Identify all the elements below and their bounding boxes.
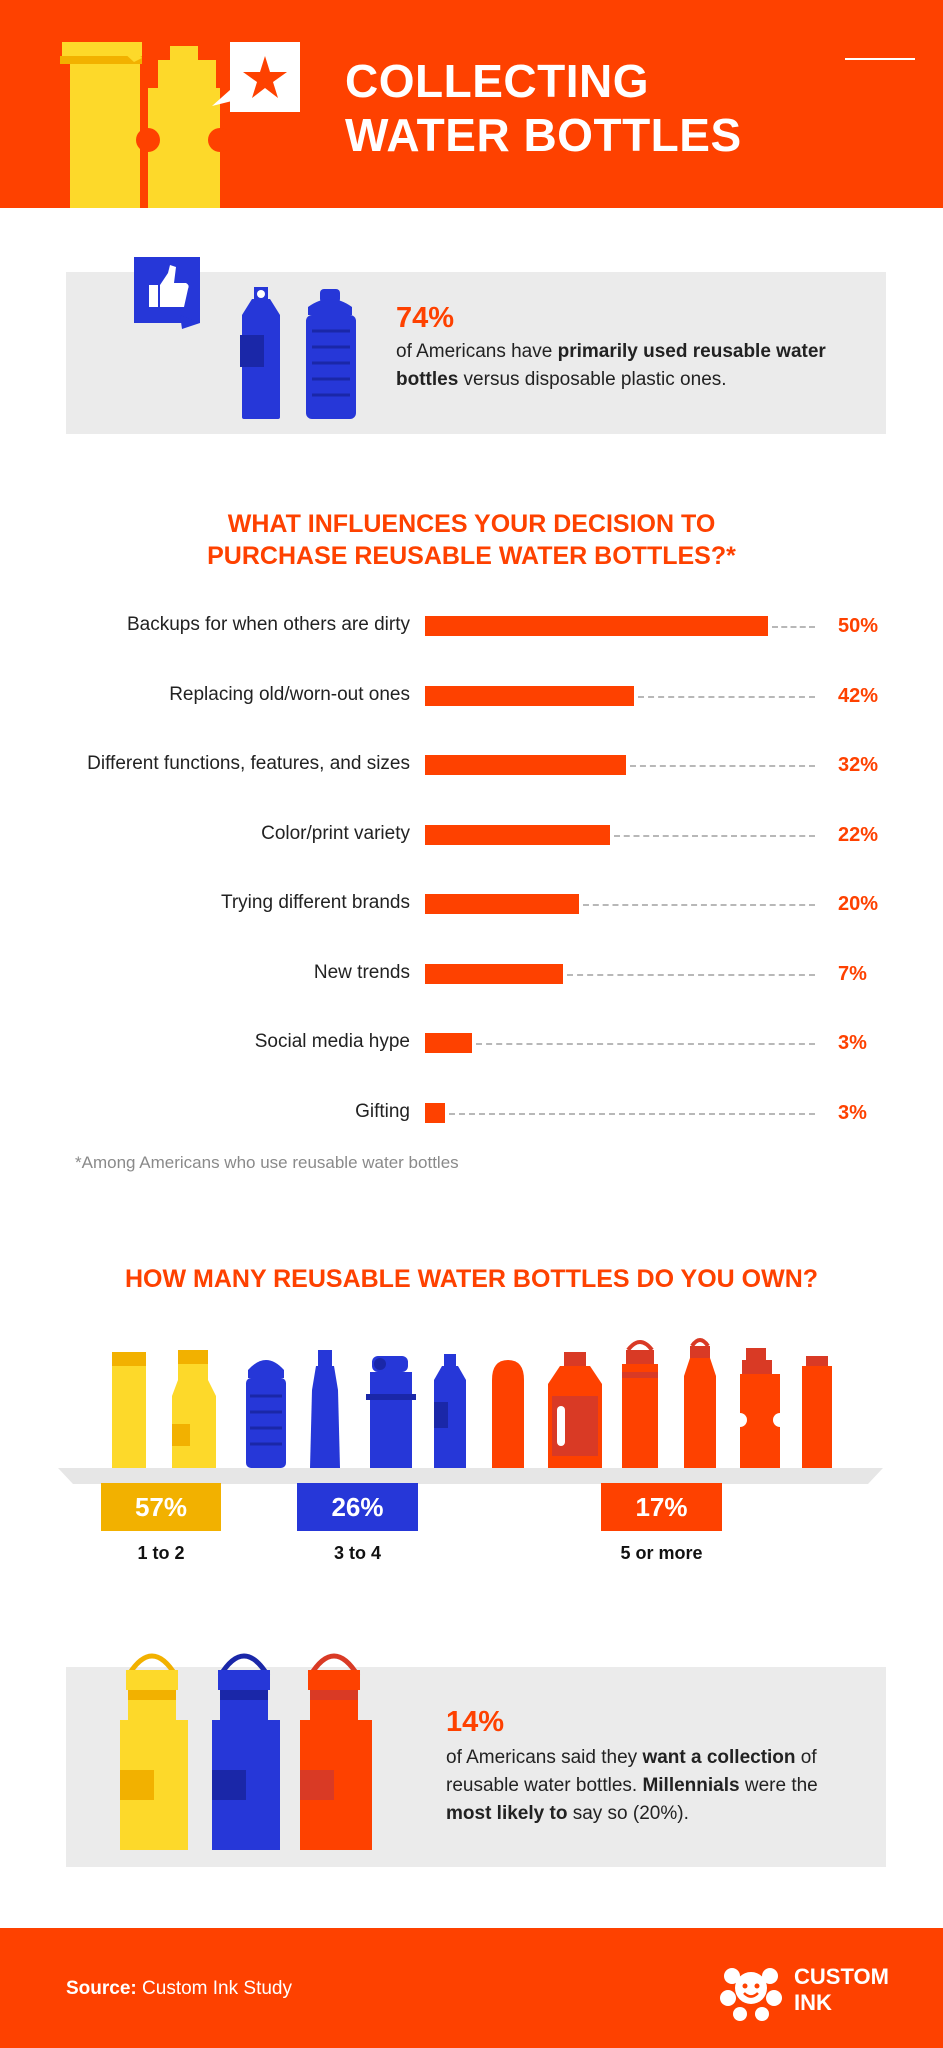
collection-bottles-illustration	[120, 1653, 372, 1850]
stat-text-bold: primarily used reusable water bottles	[396, 341, 826, 390]
bar-value-label: 32%	[838, 754, 879, 776]
footer: Source: Custom Ink Study CUSTOM INK	[0, 1928, 943, 2048]
header-banner: COLLECTING WATER BOTTLES	[0, 0, 943, 208]
bar-leader-line	[614, 834, 815, 837]
bar-leader-line	[476, 1043, 815, 1045]
bar	[425, 685, 634, 706]
bar-value-label: 7%	[838, 962, 867, 985]
bar-row: Trying different brands 20%	[0, 884, 943, 924]
ownership-range-label: 3 to 4	[333, 1543, 381, 1563]
title-line-2: WATER BOTTLES	[345, 109, 742, 161]
stat-text: say so (20%).	[567, 1803, 689, 1824]
influences-title: WHAT INFLUENCES YOUR DECISION TO PURCHAS…	[0, 508, 943, 572]
stat-percent-14: 14%	[446, 1706, 505, 1738]
influences-title-line-1: WHAT INFLUENCES YOUR DECISION TO	[227, 510, 716, 538]
source-label: Source:	[66, 1978, 137, 1999]
stat-text-bold: most likely to	[446, 1803, 568, 1824]
stat-description-14: of Americans said they want a collection…	[446, 1744, 856, 1828]
bar-value-label: 20%	[838, 893, 879, 915]
bar-value-label: 50%	[838, 615, 879, 637]
bar-value-label: 3%	[838, 1101, 867, 1124]
stat-panel-collection	[66, 1667, 886, 1867]
stat-percent-74: 74%	[396, 302, 455, 334]
bar	[425, 1033, 472, 1053]
bar-label: Replacing old/worn-out ones	[169, 683, 410, 705]
logo-wordmark: CUSTOM INK	[794, 1964, 889, 2016]
bar-label: Trying different brands	[220, 892, 410, 913]
bar-label: New trends	[313, 961, 410, 983]
bar-value-label: 3%	[838, 1032, 867, 1054]
stat-text-bold: want a collection	[642, 1747, 796, 1768]
bar-value-label: 22%	[838, 823, 879, 846]
bar-leader-line	[630, 765, 815, 767]
bar-row: New trends 7%	[0, 954, 943, 994]
custom-ink-logo-icon	[720, 1968, 782, 2021]
logo-line-1: CUSTOM	[794, 1964, 889, 1989]
bottle-collection-shelf-illustration	[58, 1338, 883, 1484]
bar-label: Gifting	[355, 1100, 410, 1122]
bar-leader-line	[567, 973, 815, 976]
bar-leader-line	[449, 1112, 815, 1115]
ownership-range-label: 1 to 2	[137, 1543, 185, 1563]
stat-text-bold: Millennials	[642, 1775, 740, 1796]
bar	[425, 1102, 445, 1123]
page-title: COLLECTING WATER BOTTLES	[345, 54, 742, 162]
bar-row: Replacing old/worn-out ones 42%	[0, 676, 943, 716]
bar-leader-line	[638, 695, 815, 698]
bar-row: Different functions, features, and sizes…	[0, 745, 943, 785]
ownership-percent-badge: 17%	[601, 1483, 722, 1531]
bar-row: Color/print variety 22%	[0, 815, 943, 855]
bar	[425, 616, 768, 636]
stat-text: of reusable water bottles.	[446, 1747, 817, 1796]
bar-row: Gifting 3%	[0, 1093, 943, 1133]
water-bottles-illustration	[60, 42, 300, 208]
ownership-percent-badge: 26%	[297, 1483, 418, 1531]
ownership-title: HOW MANY REUSABLE WATER BOTTLES DO YOU O…	[124, 1265, 819, 1293]
ownership-percent-badge: 57%	[101, 1483, 221, 1531]
source-credit: Source: Custom Ink Study	[66, 1978, 292, 2000]
influences-footnote: *Among Americans who use reusable water …	[75, 1153, 459, 1172]
bar-leader-line	[772, 626, 815, 628]
thumbs-up-bottles-illustration	[134, 257, 356, 419]
bar	[425, 894, 579, 914]
bar-label: Different functions, features, and sizes	[87, 753, 410, 774]
bar-value-label: 42%	[838, 684, 879, 707]
stat-text: of Americans have	[396, 341, 558, 362]
bar-leader-line	[583, 904, 815, 906]
source-text: Custom Ink Study	[136, 1978, 292, 1999]
stat-panel-reusable-use	[66, 272, 886, 434]
stat-text: were the	[739, 1775, 818, 1796]
influences-title-line-2: PURCHASE REUSABLE WATER BOTTLES?*	[207, 542, 736, 570]
title-line-1: COLLECTING	[345, 55, 649, 107]
stat-text: versus disposable plastic ones.	[458, 369, 727, 390]
bar	[425, 755, 626, 775]
ownership-range-label: 5 or more	[620, 1543, 703, 1563]
bar	[425, 824, 610, 845]
header-divider	[845, 58, 915, 60]
bar-label: Backups for when others are dirty	[126, 614, 410, 635]
stat-text: of Americans said they	[446, 1747, 643, 1768]
logo-line-2: INK	[794, 1990, 832, 2015]
bar-row: Backups for when others are dirty 50%	[0, 606, 943, 646]
bar-label: Social media hype	[254, 1031, 410, 1052]
custom-ink-logo: CUSTOM INK	[718, 1958, 918, 2024]
stat-description-74: of Americans have primarily used reusabl…	[396, 338, 856, 394]
bar-row: Social media hype 3%	[0, 1023, 943, 1063]
bar-label: Color/print variety	[261, 822, 410, 844]
bar	[425, 963, 563, 984]
